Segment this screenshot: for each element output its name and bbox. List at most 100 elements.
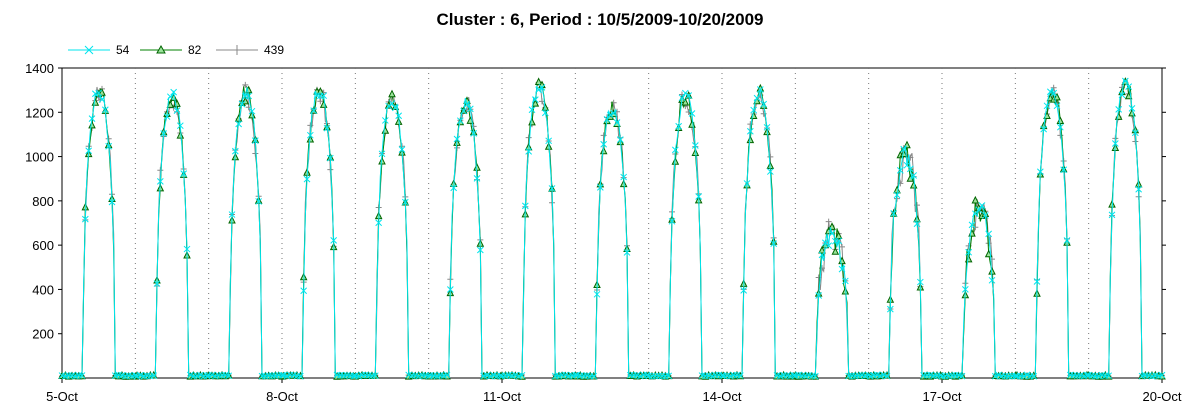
legend-swatch-54 [68,45,110,55]
marker-54 [381,117,389,124]
marker-54 [463,101,471,108]
marker-54 [541,109,549,117]
marker-54 [496,372,504,379]
marker-82 [531,98,540,107]
marker-54 [1056,123,1064,131]
marker-54 [131,372,139,379]
marker-54 [183,245,191,253]
legend-label-82: 82 [188,43,202,57]
marker-54 [593,290,601,298]
marker-54 [1108,211,1116,219]
marker-54 [163,113,171,120]
marker-54 [245,92,253,100]
marker-54 [600,140,608,148]
marker-54 [685,92,693,99]
x-tick-label-5-Oct: 5-Oct [46,389,78,404]
marker-54 [78,372,86,379]
marker-54 [1115,105,1123,113]
series-line-439 [61,78,1163,378]
marker-54 [975,206,983,214]
marker-54 [1121,77,1129,85]
marker-54 [838,265,846,273]
marker-54 [470,130,478,137]
marker-54 [746,127,754,135]
marker-54 [890,209,898,217]
marker-54 [691,142,699,149]
y-tick-label-1000: 1000 [25,150,54,165]
marker-54 [235,120,243,128]
marker-439 [1057,132,1064,139]
marker-439 [242,81,249,88]
marker-54 [156,178,164,185]
marker-54 [173,107,181,115]
series-markers-82 [58,77,1166,380]
x-tick-label-14-Oct: 14-Oct [702,389,741,404]
marker-54 [398,146,406,153]
marker-54 [763,123,771,131]
marker-54 [985,230,993,238]
marker-82 [671,157,680,165]
marker-54 [1030,372,1038,380]
marker-54 [1036,168,1044,176]
marker-54 [913,220,921,228]
marker-54 [736,372,744,379]
marker-82 [473,163,481,171]
marker-54 [231,147,239,155]
marker-54 [828,230,836,237]
chart-title: Cluster : 6, Period : 10/5/2009-10/20/20… [436,10,764,29]
marker-54 [521,202,529,210]
marker-54 [395,112,403,120]
marker-54 [753,94,761,102]
x-tick-label-20-Oct: 20-Oct [1142,389,1181,404]
marker-54 [818,251,826,259]
series-line-82 [61,79,1163,378]
marker-439 [747,121,754,128]
marker-54 [385,102,393,110]
marker-82 [749,111,758,119]
marker-82 [899,149,908,158]
marker-54 [548,185,556,192]
marker-82 [176,130,185,139]
marker-54 [98,96,106,103]
marker-54 [835,237,843,245]
marker-54 [695,193,703,200]
marker-54 [443,371,451,379]
marker-54 [378,150,386,158]
marker-54 [688,110,696,117]
marker-54 [596,184,604,191]
marker-54 [620,173,628,181]
marker-54 [476,246,484,254]
marker-54 [675,122,683,130]
marker-82 [971,195,980,204]
marker-54 [678,94,686,102]
marker-54 [961,285,969,293]
marker-54 [166,93,174,101]
marker-54 [1060,166,1068,174]
marker-54 [176,122,184,130]
marker-54 [248,107,256,115]
marker-54 [108,198,116,206]
marker-82 [534,77,543,86]
x-tick-label-17-Oct: 17-Oct [922,389,961,404]
marker-54 [978,202,986,209]
marker-54 [815,292,823,299]
marker-54 [320,92,328,100]
marker-54 [453,135,461,143]
marker-54 [760,100,768,108]
marker-54 [81,215,89,223]
marker-54 [238,100,246,108]
series-markers-439 [59,79,1165,380]
marker-54 [105,142,113,150]
marker-82 [818,245,826,254]
marker-54 [750,106,758,114]
marker-82 [378,156,386,165]
marker-54 [603,115,611,123]
marker-82 [319,100,328,108]
legend-label-439: 439 [264,43,285,57]
marker-82 [841,286,850,295]
marker-54 [330,237,338,244]
marker-82 [316,86,325,95]
marker-54 [303,175,311,183]
marker-54 [1053,102,1061,110]
marker-54 [910,172,918,179]
